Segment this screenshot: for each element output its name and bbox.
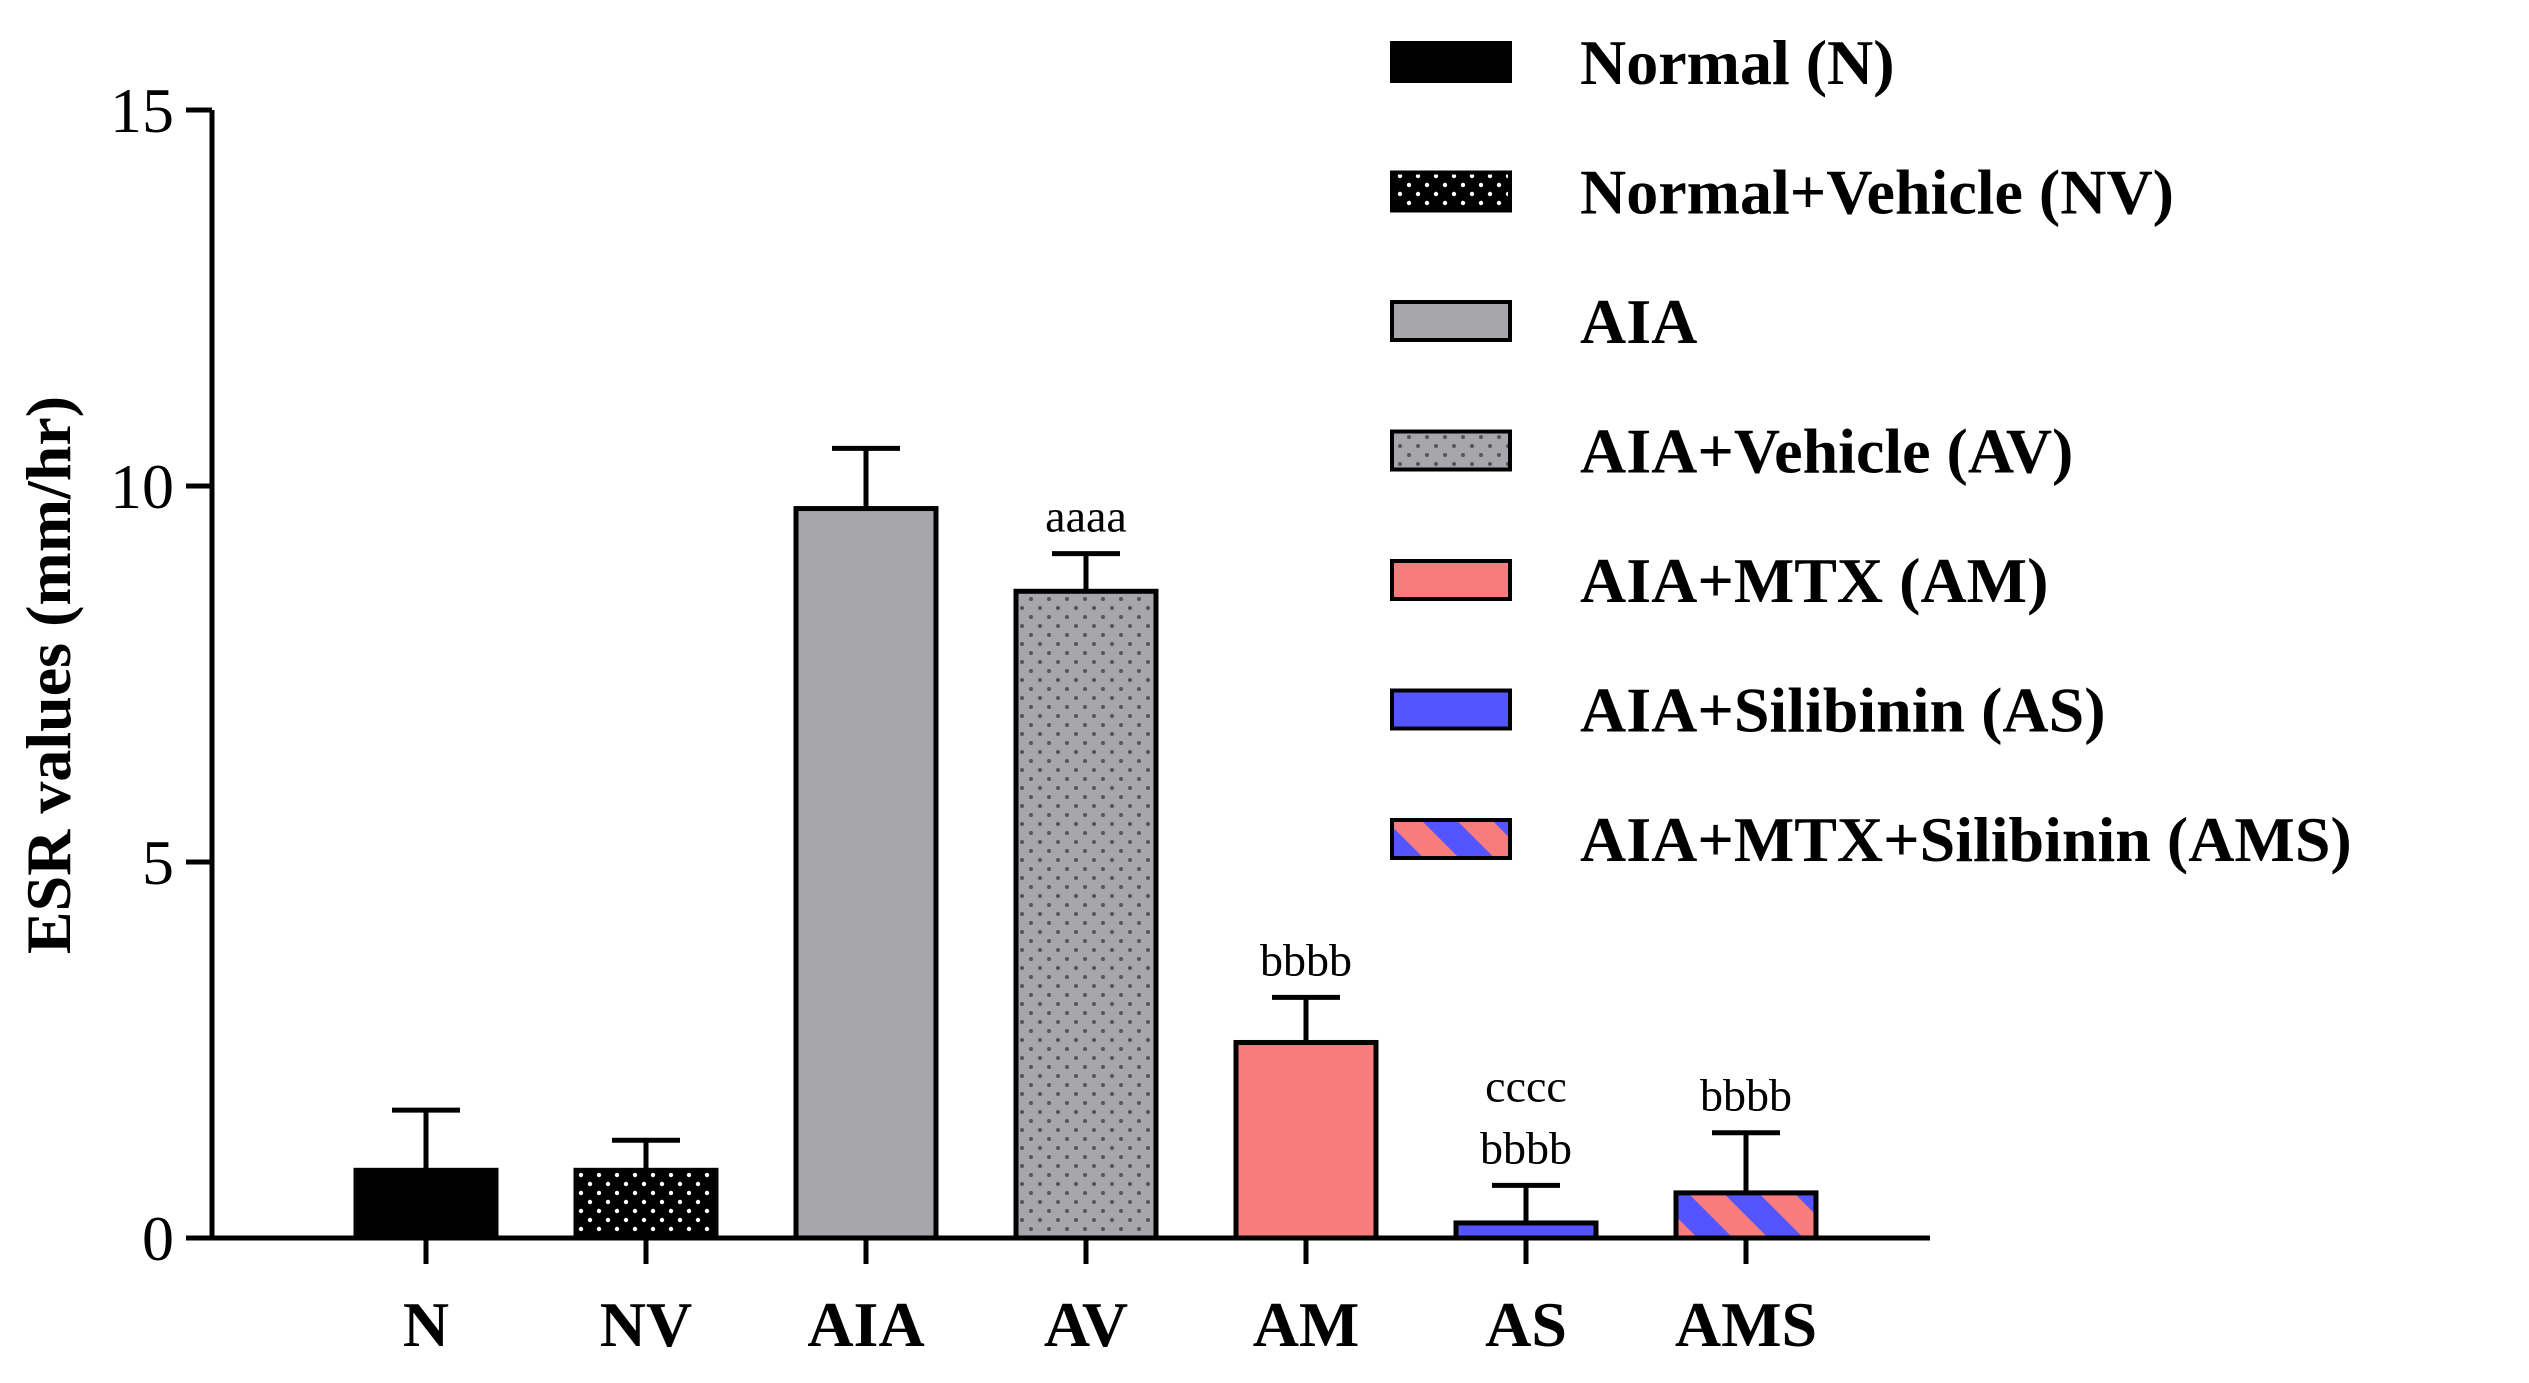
legend-label: AIA+Vehicle (AV): [1580, 416, 2073, 487]
legend-label: AIA+MTX+Silibinin (AMS): [1580, 804, 2352, 875]
bar-ams: [1673, 1190, 1819, 1241]
legend-label: Normal (N): [1580, 27, 1895, 98]
legend-swatch: [1390, 41, 1512, 83]
legend-label: AIA+Silibinin (AS): [1580, 675, 2106, 746]
annotation-av: aaaa: [1045, 491, 1127, 542]
y-axis-title: ESR values (mm/hr): [13, 396, 84, 954]
legend-swatch: [1390, 170, 1512, 213]
bar-am: [1233, 1039, 1379, 1241]
bars: aaaa bbbb cccc bbbb bbbb: [353, 445, 1819, 1241]
legend-label: Normal+Vehicle (NV): [1580, 157, 2174, 228]
x-tick-label-am: AM: [1253, 1289, 1360, 1360]
legend-swatch: [1390, 429, 1512, 472]
y-tick-label: 0: [142, 1203, 174, 1274]
x-axis: N NV AIA AV AM AS AMS: [212, 1235, 1930, 1360]
legend-swatch: [1390, 688, 1512, 731]
legend-item: AIA: [1390, 286, 1697, 357]
bar-n: [353, 1167, 499, 1241]
legend: Normal (N) Normal+Vehicle (NV) AIA AIA+Vehi…: [1390, 27, 2352, 875]
y-axis: 0 5 10 15: [110, 75, 215, 1274]
legend-swatch: [1390, 300, 1512, 342]
legend-item: AIA+Vehicle (AV): [1390, 416, 2073, 487]
x-tick-label-av: AV: [1044, 1289, 1128, 1360]
legend-swatch: [1390, 818, 1512, 860]
x-tick-label-aia: AIA: [807, 1289, 924, 1360]
x-tick-label-nv: NV: [600, 1289, 692, 1360]
bar-aia: [793, 506, 939, 1241]
legend-item: AIA+MTX+Silibinin (AMS): [1390, 804, 2352, 875]
bar-av: [1013, 588, 1159, 1241]
annotation-as: bbbb: [1480, 1122, 1572, 1173]
x-tick-label-ams: AMS: [1675, 1289, 1817, 1360]
x-tick-label-n: N: [403, 1289, 449, 1360]
legend-item: Normal+Vehicle (NV): [1390, 157, 2174, 228]
legend-label: AIA: [1580, 286, 1697, 357]
annotation-am: bbbb: [1260, 934, 1352, 985]
bar-nv: [573, 1167, 719, 1241]
y-tick-label: 10: [110, 451, 174, 522]
y-tick-label: 5: [142, 827, 174, 898]
legend-item: AIA+MTX (AM): [1390, 545, 2048, 616]
annotation-as: cccc: [1485, 1060, 1567, 1111]
legend-swatch: [1390, 559, 1512, 601]
x-tick-label-as: AS: [1485, 1289, 1567, 1360]
annotation-ams: bbbb: [1700, 1070, 1792, 1121]
y-tick-label: 15: [110, 75, 174, 146]
legend-label: AIA+MTX (AM): [1580, 545, 2048, 616]
legend-item: Normal (N): [1390, 27, 1895, 98]
legend-item: AIA+Silibinin (AS): [1390, 675, 2106, 746]
